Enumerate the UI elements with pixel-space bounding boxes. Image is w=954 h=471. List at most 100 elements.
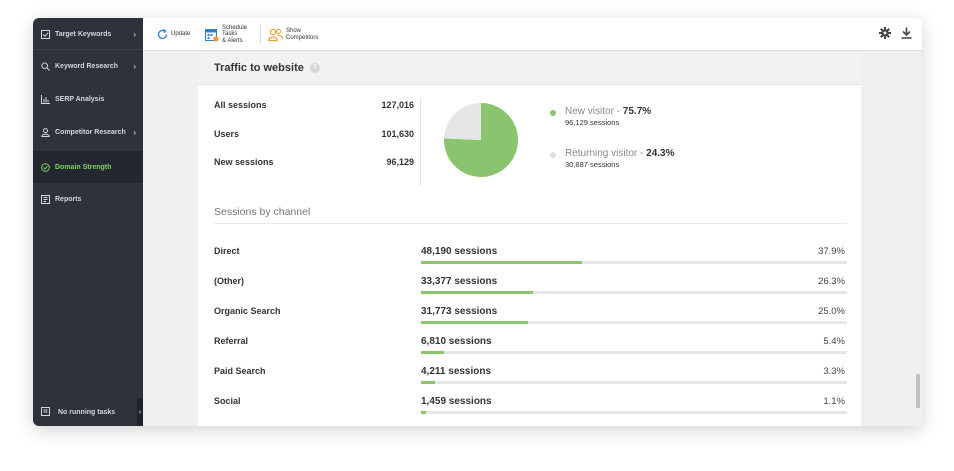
search-icon bbox=[40, 61, 50, 71]
sidebar-item-reports[interactable]: Reports bbox=[33, 184, 143, 214]
stat-all-sessions: All sessions 127,016 bbox=[214, 100, 414, 114]
traffic-card: Traffic to website ? All sessions 127,01… bbox=[198, 52, 861, 426]
legend-dot bbox=[550, 110, 556, 116]
schedule-line-2: Tasks bbox=[222, 31, 238, 38]
scrollbar[interactable] bbox=[914, 52, 922, 426]
sidebar-item-competitor-research[interactable]: Competitor Research › bbox=[33, 117, 143, 147]
gear-icon[interactable] bbox=[879, 27, 891, 42]
schedule-line-3: & Alerts bbox=[222, 37, 243, 44]
legend-new-visitor: New visitor - 75.7% 96,129 sessions bbox=[550, 106, 652, 127]
channel-name: Organic Search bbox=[214, 306, 281, 316]
help-icon[interactable]: ? bbox=[309, 63, 320, 73]
divider bbox=[420, 98, 421, 186]
chevron-right-icon: › bbox=[133, 128, 136, 137]
channel-bar-fill bbox=[421, 381, 436, 384]
sidebar-item-keyword-research[interactable]: Keyword Research › bbox=[33, 51, 143, 81]
pie-slice-returning-visitor[interactable] bbox=[444, 103, 481, 140]
channel-sessions[interactable]: 31,773 sessions bbox=[421, 306, 498, 317]
channel-percent: 3.3% bbox=[823, 366, 845, 377]
stat-label: New sessions bbox=[214, 157, 274, 167]
channel-name: (Other) bbox=[214, 276, 244, 286]
channel-sessions[interactable]: 4,211 sessions bbox=[421, 366, 492, 377]
schedule-tasks-label: Schedule Tasks & Alerts bbox=[222, 25, 247, 45]
channel-bar-fill bbox=[421, 321, 528, 324]
update-button[interactable]: Update bbox=[157, 18, 190, 51]
show-competitors-label: Show Competitors bbox=[286, 28, 318, 41]
channel-row: (Other) 33,377 sessions 26.3% bbox=[198, 276, 861, 306]
channel-row: Paid Search 4,211 sessions 3.3% bbox=[198, 366, 861, 396]
toolbar: Update Schedule Tasks & Alerts Show Comp… bbox=[143, 18, 922, 51]
channel-percent: 25.0% bbox=[818, 306, 845, 317]
person-icon bbox=[40, 127, 50, 137]
channel-name: Paid Search bbox=[214, 366, 266, 376]
legend-percent: 24.3% bbox=[646, 148, 675, 159]
channel-bar-track bbox=[421, 321, 847, 324]
legend-percent: 75.7% bbox=[622, 106, 652, 117]
sidebar-item-target-keywords[interactable]: Target Keywords › bbox=[33, 19, 143, 49]
stat-label: Users bbox=[214, 129, 240, 139]
toolbar-separator bbox=[260, 25, 261, 44]
running-tasks-status[interactable]: No running tasks bbox=[33, 398, 137, 426]
card-title: Traffic to website bbox=[214, 62, 304, 74]
channel-row: Social 1,459 sessions 1.1% bbox=[198, 396, 861, 426]
sidebar-item-label: Target Keywords bbox=[55, 30, 112, 38]
scrollbar-thumb[interactable] bbox=[916, 374, 920, 408]
channel-percent: 1.1% bbox=[823, 396, 845, 407]
channel-row: Direct 48,190 sessions 37.9% bbox=[198, 246, 861, 276]
channel-bar-fill bbox=[421, 291, 534, 294]
sidebar: Target Keywords › Keyword Research › SER… bbox=[33, 18, 143, 426]
channel-sessions[interactable]: 48,190 sessions bbox=[421, 246, 498, 257]
tasks-icon bbox=[41, 407, 51, 417]
running-tasks-label: No running tasks bbox=[58, 408, 116, 416]
sidebar-item-domain-strength[interactable]: Domain Strength bbox=[33, 151, 143, 183]
competitors-line-1: Show bbox=[286, 28, 302, 34]
channel-sessions[interactable]: 1,459 sessions bbox=[421, 396, 492, 407]
section-divider bbox=[214, 223, 847, 224]
schedule-tasks-button[interactable]: Schedule Tasks & Alerts bbox=[205, 18, 247, 51]
show-competitors-button[interactable]: Show Competitors bbox=[268, 18, 318, 51]
sidebar-item-label: SERP Analysis bbox=[55, 95, 105, 103]
legend-name: Returning visitor bbox=[565, 148, 638, 159]
channel-bar-track bbox=[421, 411, 847, 414]
stat-label: All sessions bbox=[214, 100, 267, 110]
chevron-right-icon: › bbox=[133, 30, 136, 39]
channel-bar-fill bbox=[421, 261, 583, 264]
section-title: Sessions by channel bbox=[214, 206, 311, 218]
stat-users: Users 101,630 bbox=[214, 129, 414, 143]
sidebar-item-label: Competitor Research bbox=[55, 128, 126, 136]
channel-bar-fill bbox=[421, 411, 426, 414]
sidebar-item-serp-analysis[interactable]: SERP Analysis bbox=[33, 84, 143, 114]
schedule-line-1: Schedule bbox=[222, 24, 248, 31]
channel-sessions[interactable]: 6,810 sessions bbox=[421, 336, 492, 347]
bar-chart-icon bbox=[40, 94, 50, 104]
checkbox-icon bbox=[40, 29, 50, 39]
legend-name: New visitor bbox=[565, 106, 614, 117]
card-header: Traffic to website ? bbox=[198, 52, 861, 85]
report-icon bbox=[40, 194, 50, 204]
legend-sessions: 96,129 sessions bbox=[565, 118, 620, 127]
app-window: Target Keywords › Keyword Research › SER… bbox=[33, 18, 922, 426]
channel-percent: 26.3% bbox=[818, 276, 845, 287]
channel-sessions[interactable]: 33,377 sessions bbox=[421, 276, 498, 287]
stat-value: 101,630 bbox=[381, 129, 414, 139]
channel-row: Organic Search 31,773 sessions 25.0% bbox=[198, 306, 861, 336]
channel-name: Direct bbox=[214, 246, 240, 256]
channel-percent: 5.4% bbox=[823, 336, 845, 347]
calendar-icon bbox=[205, 28, 219, 42]
sidebar-item-label: Keyword Research bbox=[55, 62, 119, 70]
download-icon[interactable] bbox=[901, 27, 912, 42]
channel-bar-track bbox=[421, 291, 847, 294]
channel-bar-fill bbox=[421, 351, 444, 354]
visitor-pie-chart bbox=[444, 103, 518, 177]
legend-returning-visitor: Returning visitor - 24.3% 30,887 session… bbox=[550, 148, 675, 169]
channel-bar-track bbox=[421, 381, 847, 384]
legend-dot bbox=[550, 152, 556, 158]
channel-percent: 37.9% bbox=[818, 246, 845, 257]
chevron-right-icon: › bbox=[133, 62, 136, 71]
update-label: Update bbox=[171, 31, 191, 38]
collapse-sidebar-button[interactable]: ‹ bbox=[137, 398, 143, 426]
stat-new-sessions: New sessions 96,129 bbox=[214, 157, 414, 171]
divider bbox=[33, 49, 143, 50]
channel-bar-track bbox=[421, 351, 847, 354]
channel-row: Referral 6,810 sessions 5.4% bbox=[198, 336, 861, 366]
